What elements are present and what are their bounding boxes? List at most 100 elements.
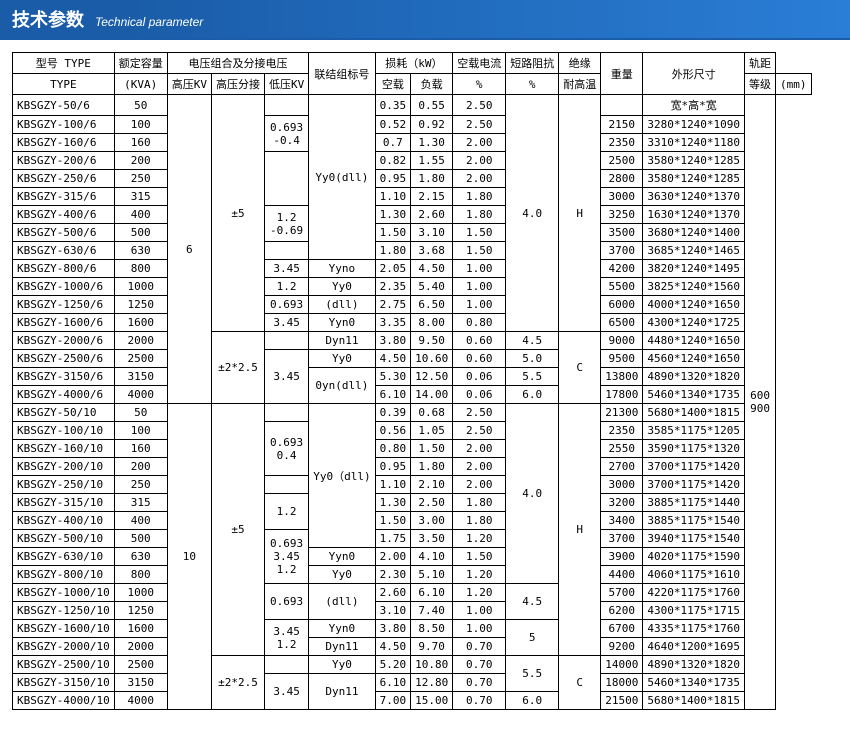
- cell: [264, 332, 308, 350]
- spec-table: 型号 TYPE 额定容量 电压组合及分接电压 联结组标号 损耗（kW） 空载电流…: [12, 52, 812, 710]
- table-row: KBSGZY-500/65001.503.101.5035003680*1240…: [13, 224, 812, 242]
- cell: 0.70: [453, 692, 506, 710]
- cell: 0.92: [411, 116, 453, 134]
- cell: 2500: [114, 656, 167, 674]
- table-row: KBSGZY-50/105010±5Yy0（dll)0.390.682.504.…: [13, 404, 812, 422]
- cell: ±2*2.5: [211, 332, 264, 404]
- cell: 2.50: [453, 116, 506, 134]
- cell: 1.05: [411, 422, 453, 440]
- cell: 0.60: [453, 332, 506, 350]
- cell: 0.95: [375, 170, 411, 188]
- cell: 18000: [601, 674, 643, 692]
- cell: 13800: [601, 368, 643, 386]
- cell: 3885*1175*1440: [643, 494, 745, 512]
- cell: 9000: [601, 332, 643, 350]
- cell: 6.10: [375, 674, 411, 692]
- table-row: KBSGZY-630/10630Yyn02.004.101.5039004020…: [13, 548, 812, 566]
- cell: 1250: [114, 602, 167, 620]
- cell: 0.55: [411, 95, 453, 116]
- cell: 4000: [114, 692, 167, 710]
- cell: 3580*1240*1285: [643, 170, 745, 188]
- cell: 1.55: [411, 152, 453, 170]
- cell: 1.50: [453, 224, 506, 242]
- cell: KBSGZY-200/10: [13, 458, 115, 476]
- table-row: KBSGZY-160/101600.801.502.0025503590*117…: [13, 440, 812, 458]
- table-row: KBSGZY-800/10800Yy02.305.101.2044004060*…: [13, 566, 812, 584]
- cell: 5.0: [506, 350, 559, 368]
- cell: 2.75: [375, 296, 411, 314]
- cell: KBSGZY-1600/10: [13, 620, 115, 638]
- cell: KBSGZY-2000/6: [13, 332, 115, 350]
- col-pct2: %: [506, 74, 559, 95]
- cell: 315: [114, 188, 167, 206]
- cell: 6000: [601, 296, 643, 314]
- cell: 2.00: [453, 170, 506, 188]
- cell: C: [559, 332, 601, 404]
- table-row: KBSGZY-160/61600.71.302.0023503310*1240*…: [13, 134, 812, 152]
- cell: 1.00: [453, 278, 506, 296]
- cell: 8.00: [411, 314, 453, 332]
- cell: KBSGZY-200/6: [13, 152, 115, 170]
- col-tap: 高压分接: [211, 74, 264, 95]
- cell: 5680*1400*1815: [643, 692, 745, 710]
- cell: 3500: [601, 224, 643, 242]
- cell: 4.0: [506, 404, 559, 584]
- col-cap2: (KVA): [114, 74, 167, 95]
- cell: 2.50: [453, 422, 506, 440]
- cell: KBSGZY-160/6: [13, 134, 115, 152]
- cell: 5: [506, 620, 559, 656]
- cell: 10: [167, 404, 211, 710]
- col-ll: 负载: [411, 74, 453, 95]
- cell: 4890*1320*1820: [643, 656, 745, 674]
- cell: Yy0: [309, 656, 375, 674]
- cell: 3685*1240*1465: [643, 242, 745, 260]
- cell: 0.52: [375, 116, 411, 134]
- cell: (dll): [309, 584, 375, 620]
- cell: 10.80: [411, 656, 453, 674]
- cell: 1.20: [453, 584, 506, 602]
- cell: 3150: [114, 368, 167, 386]
- col-mm: (mm): [776, 74, 812, 95]
- cell: Yy0: [309, 278, 375, 296]
- cell: KBSGZY-50/6: [13, 95, 115, 116]
- cell: 3700: [601, 530, 643, 548]
- cell: 2350: [601, 422, 643, 440]
- cell: 500: [114, 530, 167, 548]
- cell: 3.45: [264, 350, 308, 404]
- cell: 2.00: [453, 476, 506, 494]
- cell: 0.693 3.45 1.2: [264, 530, 308, 584]
- cell: 7.00: [375, 692, 411, 710]
- cell: 160: [114, 134, 167, 152]
- cell: 3.45: [264, 260, 308, 278]
- cell: 17800: [601, 386, 643, 404]
- cell: KBSGZY-630/6: [13, 242, 115, 260]
- col-vcomb: 电压组合及分接电压: [167, 53, 309, 74]
- cell: 5460*1340*1735: [643, 386, 745, 404]
- cell: 2.00: [453, 134, 506, 152]
- col-lv: 低压KV: [264, 74, 308, 95]
- cell: 0yn(dll): [309, 368, 375, 404]
- cell: KBSGZY-800/6: [13, 260, 115, 278]
- cell: 2.60: [411, 206, 453, 224]
- table-row: KBSGZY-315/63151.102.151.8030003630*1240…: [13, 188, 812, 206]
- cell: 200: [114, 458, 167, 476]
- cell: 3.50: [411, 530, 453, 548]
- cell: KBSGZY-100/10: [13, 422, 115, 440]
- cell: 3.10: [375, 602, 411, 620]
- cell: 5500: [601, 278, 643, 296]
- cell: 3.80: [375, 620, 411, 638]
- cell: KBSGZY-100/6: [13, 116, 115, 134]
- cell: 2.15: [411, 188, 453, 206]
- cell: 100: [114, 116, 167, 134]
- cell: 9.50: [411, 332, 453, 350]
- cell: 800: [114, 566, 167, 584]
- col-loss: 损耗（kW）: [375, 53, 453, 74]
- cell: 4220*1175*1760: [643, 584, 745, 602]
- cell: 630: [114, 548, 167, 566]
- cell: 0.56: [375, 422, 411, 440]
- cell: 1.50: [411, 440, 453, 458]
- table-row: KBSGZY-200/102000.951.802.0027003700*117…: [13, 458, 812, 476]
- cell: ±5: [211, 95, 264, 332]
- cell: 3940*1175*1540: [643, 530, 745, 548]
- cell: 100: [114, 422, 167, 440]
